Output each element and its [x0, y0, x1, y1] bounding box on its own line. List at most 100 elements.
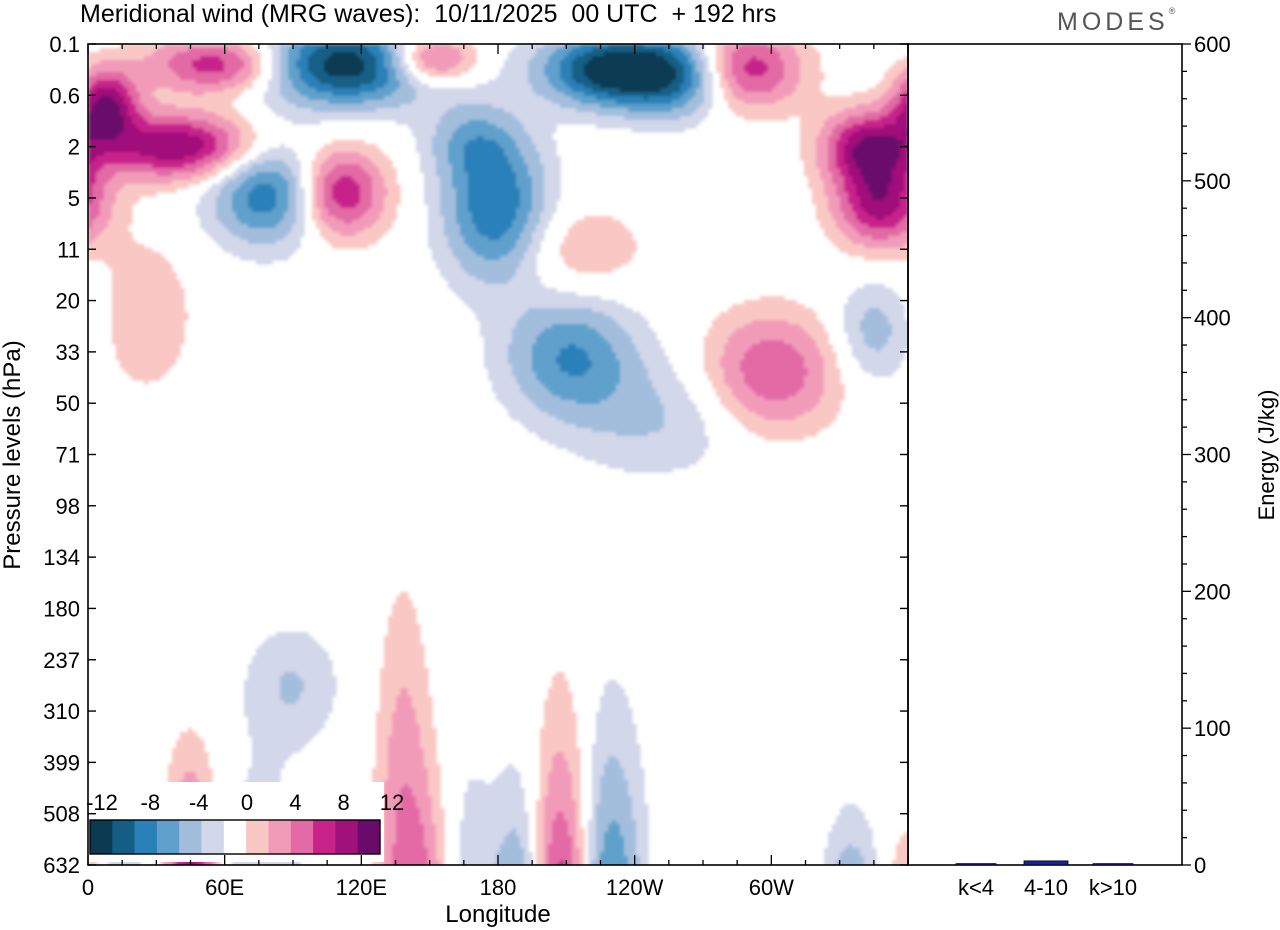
field-cell: [260, 244, 265, 249]
field-cell: [196, 140, 201, 145]
field-cell: [112, 68, 117, 73]
field-cell: [144, 328, 149, 333]
field-cell: [272, 696, 277, 701]
field-cell: [104, 180, 109, 185]
field-cell: [288, 232, 293, 237]
field-cell: [212, 60, 217, 65]
field-cell: [312, 204, 317, 209]
field-cell: [176, 280, 181, 285]
field-cell: [300, 116, 305, 121]
field-cell: [256, 728, 261, 733]
field-cell: [284, 680, 289, 685]
field-cell: [180, 336, 185, 341]
field-cell: [184, 732, 189, 737]
field-cell: [148, 80, 153, 85]
field-cell: [320, 232, 325, 237]
field-cell: [180, 56, 185, 61]
field-cell: [196, 152, 201, 157]
field-cell: [312, 100, 317, 105]
field-cell: [192, 92, 197, 97]
field-cell: [356, 236, 361, 241]
field-cell: [296, 712, 301, 717]
field-cell: [340, 212, 345, 217]
field-cell: [328, 224, 333, 229]
field-cell: [220, 80, 225, 85]
field-cell: [140, 360, 145, 365]
field-cell: [256, 712, 261, 717]
field-cell: [268, 216, 273, 221]
field-cell: [304, 92, 309, 97]
field-cell: [324, 76, 329, 81]
field-cell: [344, 208, 349, 213]
field-cell: [132, 64, 137, 69]
field-cell: [268, 172, 273, 177]
field-cell: [280, 172, 285, 177]
field-cell: [120, 52, 125, 57]
field-cell: [152, 252, 157, 257]
field-cell: [192, 748, 197, 753]
field-cell: [232, 72, 237, 77]
field-cell: [104, 152, 109, 157]
field-cell: [324, 716, 329, 721]
field-cell: [192, 756, 197, 761]
field-cell: [176, 304, 181, 309]
field-cell: [324, 160, 329, 165]
field-cell: [240, 216, 245, 221]
field-cell: [336, 164, 341, 169]
field-cell: [288, 644, 293, 649]
field-cell: [352, 64, 357, 69]
field-cell: [284, 744, 289, 749]
field-cell: [212, 152, 217, 157]
field-cell: [168, 764, 173, 769]
field-cell: [168, 56, 173, 61]
field-cell: [360, 188, 365, 193]
field-cell: [208, 96, 213, 101]
field-cell: [352, 84, 357, 89]
field-cell: [360, 88, 365, 93]
field-cell: [292, 740, 297, 745]
field-cell: [280, 48, 285, 53]
field-cell: [336, 88, 341, 93]
field-cell: [300, 92, 305, 97]
field-cell: [176, 184, 181, 189]
field-cell: [296, 224, 301, 229]
field-cell: [124, 232, 129, 237]
field-cell: [224, 224, 229, 229]
field-cell: [248, 256, 253, 261]
field-cell: [240, 148, 245, 153]
field-cell: [280, 744, 285, 749]
field-cell: [180, 316, 185, 321]
field-cell: [264, 740, 269, 745]
field-cell: [184, 860, 189, 865]
field-cell: [304, 704, 309, 709]
field-cell: [140, 296, 145, 301]
field-cell: [172, 308, 177, 313]
field-cell: [116, 324, 121, 329]
field-cell: [196, 136, 201, 141]
field-cell: [256, 652, 261, 657]
field-cell: [128, 168, 133, 173]
field-cell: [328, 116, 333, 121]
field-cell: [184, 160, 189, 165]
field-cell: [224, 48, 229, 53]
field-cell: [112, 120, 117, 125]
field-cell: [132, 348, 137, 353]
field-cell: [292, 712, 297, 717]
field-cell: [88, 200, 93, 205]
field-cell: [252, 716, 257, 721]
field-cell: [152, 132, 157, 137]
field-cell: [368, 212, 373, 217]
field-cell: [304, 708, 309, 713]
field-cell: [100, 256, 105, 261]
field-cell: [168, 268, 173, 273]
field-cell: [216, 212, 221, 217]
field-cell: [300, 636, 305, 641]
field-cell: [288, 92, 293, 97]
field-cell: [164, 340, 169, 345]
field-cell: [324, 708, 329, 713]
field-cell: [220, 120, 225, 125]
field-cell: [152, 292, 157, 297]
field-cell: [200, 140, 205, 145]
field-cell: [296, 120, 301, 125]
field-cell: [156, 136, 161, 141]
